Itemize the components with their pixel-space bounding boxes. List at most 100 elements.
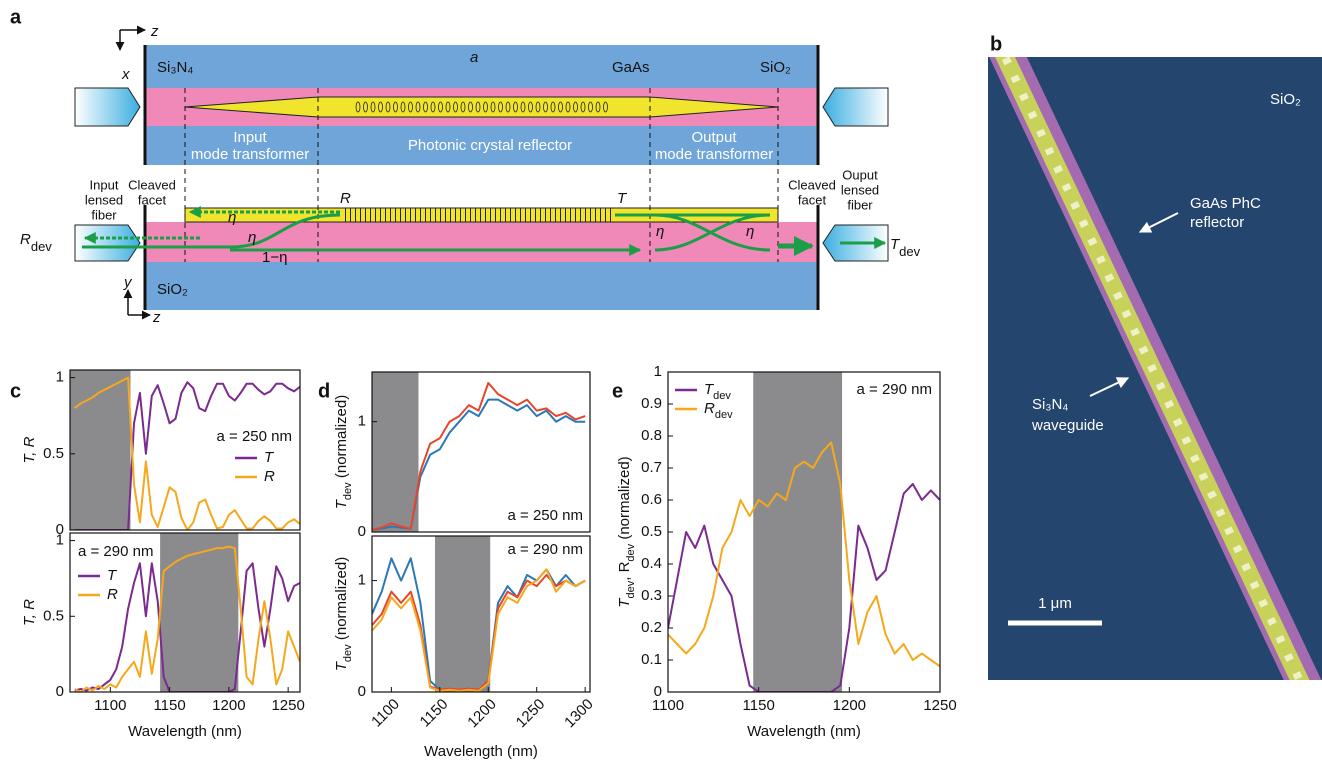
y-tick-label: 0	[358, 523, 366, 540]
x-tick-label: 1250	[923, 697, 956, 714]
y-label-sub: dev	[625, 580, 637, 598]
oxide-substrate	[145, 262, 818, 310]
legend-label: T	[264, 449, 275, 466]
y-tick-label: 0.2	[641, 619, 662, 636]
y-tick-label: 0.6	[641, 491, 662, 508]
label: lensed	[841, 182, 879, 197]
y-tick-label: 0.1	[641, 651, 662, 668]
x-tick-label: 1100	[368, 696, 403, 731]
x-tick-label: 1100	[94, 697, 126, 714]
annotation: a = 290 nm	[78, 543, 153, 560]
figure: a	[0, 0, 1322, 764]
label: Cleaved	[788, 177, 836, 192]
chart-panel: 00.511100115012001250Wavelength (nm)T, R…	[21, 532, 305, 740]
label: Ouput	[842, 167, 878, 182]
label-main: R	[20, 231, 31, 248]
label: a	[470, 49, 478, 66]
chart-panel: e00.10.20.30.40.50.60.70.80.911100115012…	[612, 363, 957, 740]
label: SiO₂	[760, 59, 791, 76]
label: R	[340, 190, 351, 207]
y-label-sub: dev	[625, 543, 637, 561]
x-tick-label: 1150	[743, 697, 775, 714]
label: SiO₂	[157, 281, 188, 298]
schematic: a	[10, 6, 921, 326]
y-label-sub: dev	[342, 482, 354, 500]
label: lensed	[85, 192, 123, 207]
y-tick-label: 0	[358, 683, 366, 700]
panel-letter: d	[318, 380, 330, 402]
y-tick-label: 0.4	[641, 555, 662, 572]
axis-z: z	[150, 23, 159, 40]
label: SiO₂	[1270, 91, 1301, 108]
legend-name: T	[107, 567, 118, 584]
label: facet	[798, 192, 827, 207]
y-tick-label: 0	[56, 683, 64, 700]
x-axis-label: Wavelength (nm)	[747, 723, 861, 740]
label: waveguide	[1031, 417, 1104, 434]
annotation: a = 250 nm	[508, 507, 583, 524]
input-fiber	[75, 88, 140, 126]
label: Si₃N₄	[1032, 396, 1068, 413]
legend-label: T	[107, 567, 118, 584]
legend-label: Rdev	[704, 400, 733, 421]
label: T	[617, 190, 628, 207]
y-label-text: T, R	[21, 436, 38, 463]
stop-band	[372, 372, 419, 532]
y-label-text: (normalized)	[616, 456, 633, 544]
y-axis-label: T, R	[21, 599, 38, 626]
label: η	[746, 223, 754, 240]
y-tick-label: 0.9	[641, 395, 662, 412]
label: η	[228, 209, 236, 226]
axis-x: x	[121, 66, 130, 83]
y-label-sub: dev	[342, 644, 354, 662]
annotation: a = 290 nm	[508, 541, 583, 558]
label: mode transformer	[191, 146, 309, 163]
y-tick-label: 1	[358, 572, 366, 589]
stop-band	[753, 372, 842, 692]
legend-name: T	[264, 449, 275, 466]
legend-sub: dev	[713, 390, 731, 402]
sem-image: b SiO₂ GaAs PhC reflector Si₃N₄ waveguid…	[988, 33, 1322, 700]
label: η	[656, 223, 664, 240]
y-tick-label: 0.7	[641, 459, 662, 476]
x-axis-label: Wavelength (nm)	[128, 723, 242, 740]
label: fiber	[847, 197, 873, 212]
scale-label: 1 μm	[1038, 595, 1072, 612]
y-tick-label: 1	[56, 532, 64, 549]
y-axis-label: Tdev (normalized)	[333, 395, 354, 509]
label: Input	[90, 177, 119, 192]
x-tick-label: 1200	[833, 697, 866, 714]
x-tick-label: 1300	[561, 696, 597, 732]
x-tick-label: 1200	[464, 696, 500, 732]
legend-label: R	[264, 468, 275, 485]
label-sub: dev	[31, 239, 52, 254]
label: mode transformer	[655, 146, 773, 163]
annotation: a = 250 nm	[217, 428, 292, 445]
y-tick-label: 1	[56, 369, 64, 386]
y-tick-label: 1	[654, 363, 662, 380]
x-tick-label: 1250	[271, 697, 304, 714]
label: Si₃N₄	[157, 59, 193, 76]
legend-label: Tdev	[704, 381, 731, 402]
stop-band	[70, 370, 130, 530]
stop-band	[160, 533, 238, 692]
label: Cleaved	[128, 177, 176, 192]
panel-letter: b	[990, 33, 1002, 55]
label: Rdev	[20, 231, 52, 254]
legend-label: R	[107, 586, 118, 603]
y-axis-label: T, R	[21, 436, 38, 463]
legend-name: R	[264, 468, 275, 485]
y-label-text: (normalized)	[333, 395, 350, 483]
x-tick-label: 1250	[513, 696, 549, 732]
y-axis-label: Tdev, Rdev (normalized)	[616, 456, 637, 607]
y-label-text: T, R	[21, 599, 38, 626]
label-sub: dev	[899, 244, 920, 259]
stop-band	[435, 536, 490, 692]
y-axis-label: Tdev (normalized)	[333, 557, 354, 671]
x-tick-label: 1150	[153, 697, 185, 714]
y-tick-label: 0.8	[641, 427, 662, 444]
label: η	[248, 229, 256, 246]
label: 1−η	[262, 249, 287, 266]
panel-letter: e	[612, 380, 623, 402]
